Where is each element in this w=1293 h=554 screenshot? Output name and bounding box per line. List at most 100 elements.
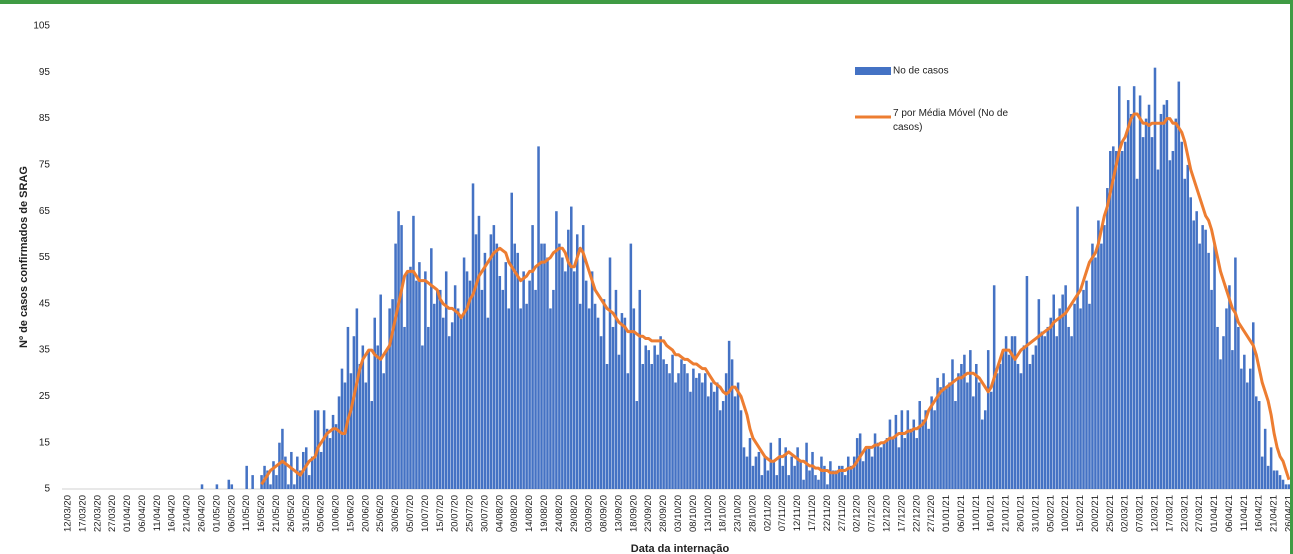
x-tick-label: 22/03/21 bbox=[1179, 495, 1190, 532]
bar bbox=[832, 470, 835, 489]
bar bbox=[662, 359, 665, 489]
x-tick-label: 11/01/21 bbox=[971, 495, 982, 531]
bar bbox=[495, 243, 499, 489]
bar bbox=[689, 391, 692, 489]
bar bbox=[385, 350, 388, 489]
bar bbox=[334, 424, 338, 489]
bar bbox=[995, 373, 999, 489]
x-tick-label: 20/07/20 bbox=[450, 495, 461, 532]
x-tick-label: 23/10/20 bbox=[733, 495, 744, 532]
bar bbox=[784, 447, 787, 489]
bar bbox=[388, 308, 391, 489]
bar bbox=[903, 438, 907, 489]
bar bbox=[424, 271, 427, 489]
x-tick-label: 18/10/20 bbox=[718, 495, 729, 532]
bar bbox=[712, 391, 716, 489]
bar bbox=[921, 419, 924, 489]
bar bbox=[683, 363, 686, 489]
bar bbox=[287, 484, 290, 489]
bar bbox=[739, 410, 743, 489]
x-tick-label: 02/11/20 bbox=[762, 495, 773, 531]
x-tick-label: 23/09/20 bbox=[643, 495, 654, 532]
bar bbox=[1201, 225, 1204, 489]
x-tick-label: 19/08/20 bbox=[539, 495, 550, 532]
y-tick-label: 105 bbox=[33, 21, 50, 32]
bar bbox=[1049, 317, 1053, 489]
bar bbox=[507, 308, 511, 489]
bar bbox=[751, 465, 755, 489]
bar bbox=[394, 243, 397, 489]
bar bbox=[1037, 299, 1041, 489]
bar bbox=[1109, 151, 1112, 489]
x-tick-label: 06/04/21 bbox=[1224, 495, 1235, 532]
x-tick-label: 20/02/21 bbox=[1090, 495, 1101, 532]
moving-average-line bbox=[260, 112, 1290, 486]
bar bbox=[605, 363, 609, 489]
bar bbox=[1174, 118, 1178, 489]
y-tick-label: 15 bbox=[39, 437, 51, 448]
bar bbox=[516, 252, 519, 489]
bar bbox=[814, 475, 817, 489]
bar bbox=[745, 456, 749, 489]
bar bbox=[278, 442, 281, 489]
bar bbox=[781, 465, 784, 489]
bar bbox=[1132, 86, 1136, 489]
bar bbox=[1085, 280, 1088, 489]
bar bbox=[671, 354, 674, 489]
x-tick-label: 07/12/20 bbox=[867, 495, 878, 532]
bar bbox=[293, 484, 296, 489]
bar bbox=[1007, 354, 1011, 489]
bar bbox=[438, 289, 442, 489]
bar bbox=[748, 438, 752, 489]
y-tick-label: 5 bbox=[44, 484, 50, 495]
x-tick-label: 15/02/21 bbox=[1075, 495, 1086, 532]
bar bbox=[811, 451, 814, 489]
bar bbox=[793, 465, 796, 489]
x-tick-label: 10/07/20 bbox=[420, 495, 431, 532]
bar bbox=[641, 363, 645, 489]
bar bbox=[715, 382, 719, 489]
x-tick-label: 10/02/21 bbox=[1060, 495, 1071, 532]
bar bbox=[578, 303, 582, 489]
x-tick-label: 31/05/20 bbox=[301, 495, 312, 532]
bar bbox=[1237, 326, 1240, 489]
x-tick-label: 26/05/20 bbox=[286, 495, 297, 532]
bar bbox=[775, 475, 779, 489]
bar bbox=[373, 317, 377, 489]
bar bbox=[450, 322, 454, 489]
bar bbox=[986, 350, 990, 489]
bar bbox=[790, 456, 793, 489]
bar bbox=[1198, 243, 1201, 489]
bar bbox=[447, 336, 451, 489]
x-tick-label: 01/04/20 bbox=[122, 495, 133, 532]
bar bbox=[1112, 146, 1115, 489]
bar bbox=[635, 401, 639, 489]
bar bbox=[629, 243, 633, 489]
bar bbox=[1186, 164, 1190, 489]
bar bbox=[718, 410, 722, 489]
bar bbox=[826, 484, 829, 489]
bar bbox=[1129, 113, 1133, 489]
bar bbox=[546, 257, 549, 489]
bar bbox=[319, 451, 323, 489]
bar bbox=[397, 211, 400, 489]
bar bbox=[284, 456, 287, 489]
bar bbox=[1094, 257, 1097, 489]
bar bbox=[1019, 373, 1023, 489]
x-tick-label: 15/07/20 bbox=[435, 495, 446, 532]
bar bbox=[1079, 308, 1082, 489]
bar bbox=[846, 456, 850, 489]
bar bbox=[1031, 354, 1035, 489]
bar bbox=[983, 410, 987, 489]
y-axis-label: Nº de casos confirmados de SRAG bbox=[18, 166, 30, 348]
bar bbox=[686, 373, 689, 489]
bar bbox=[817, 479, 820, 489]
bar bbox=[707, 396, 710, 489]
bar bbox=[573, 271, 576, 489]
x-tick-label: 20/06/20 bbox=[360, 495, 371, 532]
bar bbox=[227, 479, 231, 489]
bar bbox=[870, 456, 874, 489]
bar bbox=[561, 257, 564, 489]
bar bbox=[614, 289, 618, 489]
bar bbox=[1120, 151, 1124, 489]
